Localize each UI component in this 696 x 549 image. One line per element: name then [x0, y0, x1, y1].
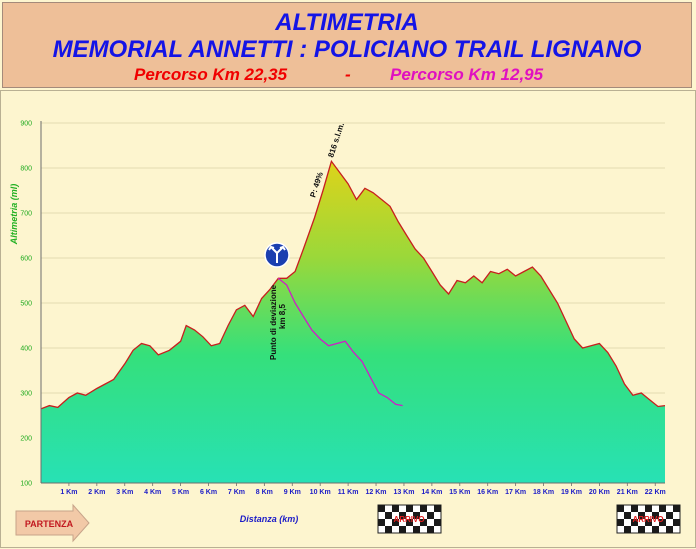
checker-square: [420, 505, 427, 512]
x-tick-label: 15 Km: [449, 489, 470, 496]
x-tick-label: 17 Km: [505, 489, 526, 496]
y-tick-label: 800: [20, 166, 32, 173]
elevation-area: [41, 161, 665, 484]
x-axis-label: Distanza (km): [240, 514, 299, 524]
checker-square: [631, 505, 638, 512]
x-tick-label: 1 Km: [60, 489, 77, 496]
checker-square: [385, 526, 392, 533]
x-tick-label: 3 Km: [116, 489, 133, 496]
x-tick-label: 16 Km: [477, 489, 498, 496]
x-tick-label: 22 Km: [645, 489, 666, 496]
checker-square: [666, 526, 673, 533]
checker-square: [617, 505, 624, 512]
summit-label: 816 s.l.m.: [326, 122, 346, 159]
checker-square: [645, 505, 652, 512]
start-label: PARTENZA: [25, 519, 74, 529]
x-tick-label: 5 Km: [172, 489, 189, 496]
elevation-line-short-route: [277, 277, 403, 407]
x-tick-label: 6 Km: [200, 489, 217, 496]
finish-label-short: ARRIVO: [393, 515, 424, 524]
checker-square: [413, 526, 420, 533]
chart-title: ALTIMETRIA: [275, 9, 419, 36]
y-axis-label: Altimetria (ml): [9, 184, 19, 246]
checker-square: [638, 512, 645, 519]
checker-square: [406, 505, 413, 512]
checker-square: [378, 505, 385, 512]
checker-square: [399, 512, 406, 519]
route-long-label: Percorso Km 22,35: [134, 65, 288, 84]
checker-square: [652, 526, 659, 533]
finish-flag-long-route: ARRIVO: [616, 504, 681, 534]
x-tick-label: 13 Km: [393, 489, 414, 496]
x-axis-ticks: 1 Km 2 Km 3 Km 4 Km 5 Km 6 Km 7 Km 8 Km 9 Km 10 K…: [60, 483, 666, 496]
checker-square: [659, 505, 666, 512]
y-axis-ticks: 100 200 300 400 500 600 700 800 900: [20, 121, 32, 488]
x-tick-label: 12 Km: [366, 489, 387, 496]
y-tick-label: 700: [20, 211, 32, 218]
checker-square: [652, 512, 659, 519]
x-tick-label: 11 Km: [338, 489, 359, 496]
deviation-km-label: km 8,5: [278, 304, 287, 329]
checker-square: [427, 526, 434, 533]
finish-flag-short-route: ARRIVO: [377, 504, 442, 534]
checker-square: [434, 505, 441, 512]
elevation-line-long-route: [40, 159, 666, 410]
checker-square: [392, 519, 399, 526]
plot-area: 100 200 300 400 500 600 700 800 900 1 Km 2 Km 3 Km…: [0, 90, 696, 548]
x-tick-label: 20 Km: [589, 489, 610, 496]
checker-square: [645, 519, 652, 526]
checker-square: [420, 519, 427, 526]
y-tick-label: 400: [20, 346, 32, 353]
x-tick-label: 2 Km: [88, 489, 105, 496]
checker-square: [392, 505, 399, 512]
checker-square: [631, 519, 638, 526]
x-tick-label: 19 Km: [561, 489, 582, 496]
checker-square: [638, 526, 645, 533]
event-name: MEMORIAL ANNETTI : POLICIANO TRAIL LIGNA…: [52, 36, 642, 63]
y-tick-label: 200: [20, 436, 32, 443]
checker-square: [413, 512, 420, 519]
checker-square: [385, 512, 392, 519]
x-tick-label: 4 Km: [144, 489, 161, 496]
route-short-label: Percorso Km 12,95: [390, 65, 544, 84]
checker-square: [659, 519, 666, 526]
y-tick-label: 300: [20, 391, 32, 398]
x-tick-label: 21 Km: [617, 489, 638, 496]
checker-square: [617, 519, 624, 526]
finish-label-long: ARRIVO: [632, 515, 663, 524]
route-lengths: Percorso Km 22,35 - Percorso Km 12,95: [3, 65, 691, 85]
x-tick-label: 7 Km: [228, 489, 245, 496]
checker-square: [378, 519, 385, 526]
elevation-series: [40, 159, 666, 484]
checker-square: [624, 526, 631, 533]
checker-square: [427, 512, 434, 519]
x-tick-label: 10 Km: [310, 489, 331, 496]
checker-square: [406, 519, 413, 526]
deviation-label: Punto di deviazione: [269, 284, 278, 360]
route-separator: -: [345, 65, 351, 84]
checker-square: [666, 512, 673, 519]
checker-square: [399, 526, 406, 533]
checker-square: [673, 505, 680, 512]
chart-header: ALTIMETRIA MEMORIAL ANNETTI : POLICIANO …: [2, 2, 692, 88]
elevation-chart: 100 200 300 400 500 600 700 800 900 1 Km 2 Km 3 Km…: [9, 121, 681, 543]
y-tick-label: 600: [20, 256, 32, 263]
y-tick-label: 500: [20, 301, 32, 308]
x-tick-label: 9 Km: [284, 489, 301, 496]
y-tick-label: 100: [20, 481, 32, 488]
checker-square: [434, 519, 441, 526]
x-tick-label: 8 Km: [256, 489, 273, 496]
checker-square: [673, 519, 680, 526]
y-tick-label: 900: [20, 121, 32, 128]
x-tick-label: 18 Km: [533, 489, 554, 496]
x-tick-label: 14 Km: [421, 489, 442, 496]
checker-square: [624, 512, 631, 519]
detour-sign-icon: [264, 242, 290, 268]
start-arrow[interactable]: PARTENZA: [15, 503, 90, 543]
